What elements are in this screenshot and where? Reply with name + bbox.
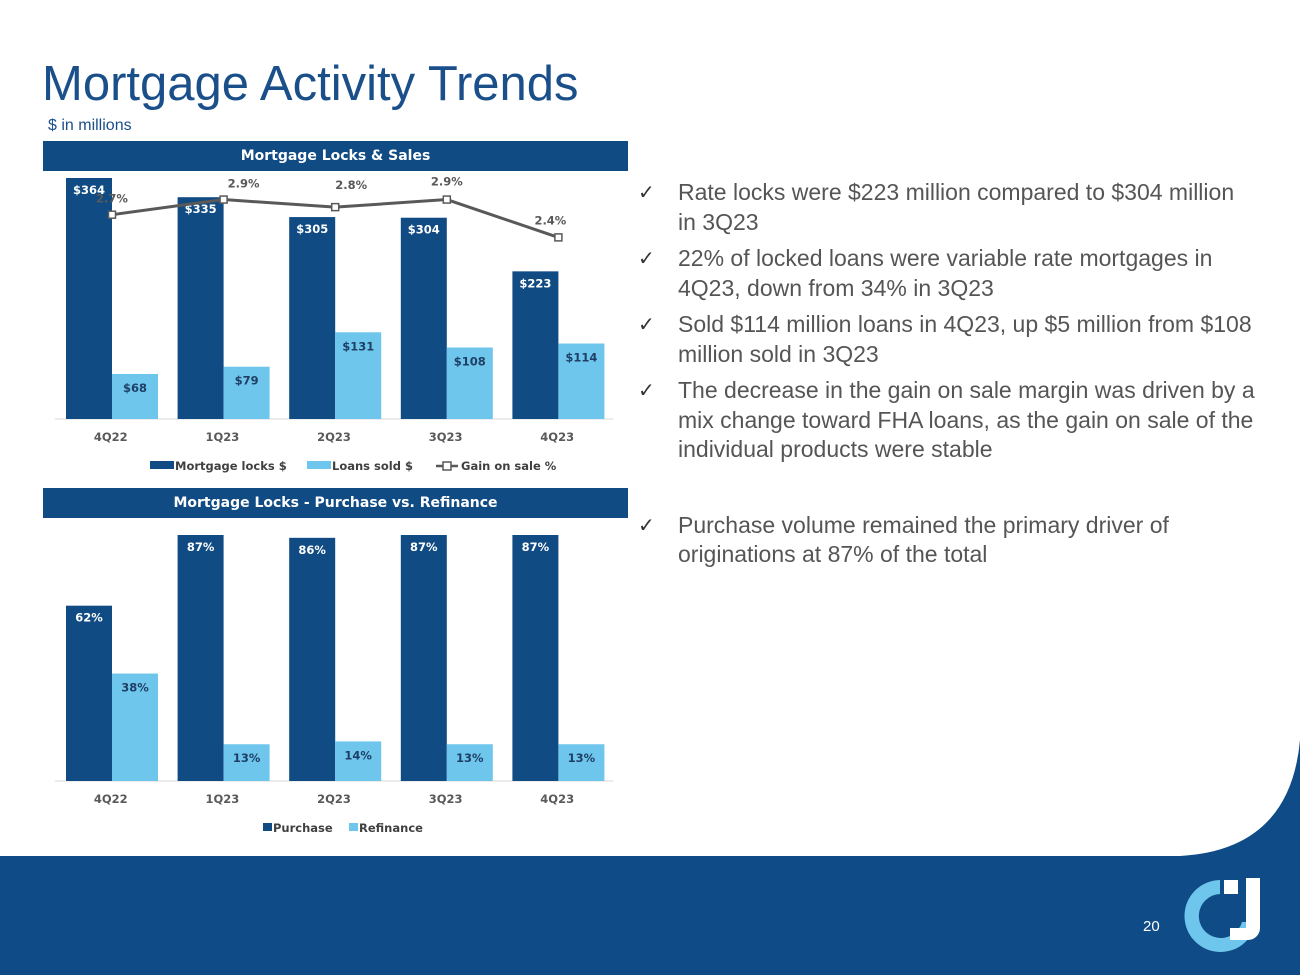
legend-swatch bbox=[263, 823, 272, 831]
data-label: 87% bbox=[187, 540, 215, 554]
bar-purchase-3Q23 bbox=[400, 535, 447, 781]
bar-loans-sold--3Q23 bbox=[446, 347, 493, 419]
legend-swatch bbox=[349, 823, 358, 831]
data-label: 13% bbox=[568, 751, 596, 765]
bar-refinance-4Q23 bbox=[558, 744, 605, 781]
bar-purchase-1Q23 bbox=[177, 535, 224, 781]
checkmark-icon: ✓ bbox=[638, 246, 655, 270]
data-label: $79 bbox=[235, 374, 259, 388]
bullet-item: ✓ Rate locks were $223 million compared t… bbox=[638, 178, 1258, 237]
bar-mortgage-locks--1Q23 bbox=[177, 197, 224, 419]
bar-loans-sold--1Q23 bbox=[223, 366, 270, 419]
gain-on-sale-label: 2.7% bbox=[96, 192, 128, 206]
bar-refinance-2Q23 bbox=[335, 741, 382, 781]
data-label: 87% bbox=[410, 540, 438, 554]
x-tick-label: 2Q23 bbox=[317, 792, 351, 806]
legend-swatch bbox=[150, 461, 174, 469]
x-tick-label: 3Q23 bbox=[429, 792, 463, 806]
data-label: $114 bbox=[565, 351, 597, 365]
chart2-header: Mortgage Locks - Purchase vs. Refinance bbox=[43, 488, 628, 518]
legend-label: Refinance bbox=[359, 821, 423, 835]
bullet-item: ✓ 22% of locked loans were variable rate … bbox=[638, 244, 1258, 303]
bar-mortgage-locks--2Q23 bbox=[289, 217, 336, 419]
x-tick-label: 3Q23 bbox=[429, 430, 463, 444]
legend-marker bbox=[442, 461, 452, 471]
data-label: $304 bbox=[408, 223, 440, 237]
bullet-text: The decrease in the gain on sale margin … bbox=[678, 377, 1255, 462]
purchase-refinance-chart: 62% 38% 4Q22 87% 13% 1Q23 86% 14% 2Q23 87% 13% 3Q23… bbox=[55, 535, 613, 835]
data-label: 13% bbox=[456, 751, 484, 765]
bullet-text: Rate locks were $223 million compared to… bbox=[678, 179, 1235, 235]
bullet-item: ✓ The decrease in the gain on sale margin… bbox=[638, 376, 1258, 465]
x-tick-label: 4Q23 bbox=[540, 430, 574, 444]
bar-loans-sold--2Q23 bbox=[335, 332, 382, 419]
data-label: 86% bbox=[298, 543, 326, 557]
bullet-item: ✓ Purchase volume remained the primary dr… bbox=[638, 511, 1258, 570]
legend-label: Purchase bbox=[273, 821, 333, 835]
bar-purchase-4Q22 bbox=[66, 605, 112, 781]
x-tick-label: 4Q22 bbox=[94, 430, 128, 444]
data-label: 13% bbox=[233, 751, 261, 765]
locks-sales-chart: $364 $68 4Q22 $335 $79 1Q23 $305 $131 2Q23 $304 $1… bbox=[55, 175, 613, 473]
page-number: 20 bbox=[1143, 918, 1160, 935]
bar-purchase-4Q23 bbox=[512, 535, 559, 781]
gain-on-sale-marker bbox=[219, 195, 228, 204]
legend-label: Loans sold $ bbox=[332, 459, 413, 473]
data-label: 62% bbox=[75, 611, 103, 625]
gain-on-sale-label: 2.8% bbox=[335, 178, 367, 192]
bar-refinance-4Q22 bbox=[112, 673, 158, 781]
bar-loans-sold--4Q23 bbox=[558, 343, 605, 419]
bar-refinance-1Q23 bbox=[223, 744, 270, 781]
bar-mortgage-locks--4Q23 bbox=[512, 271, 559, 419]
legend-label: Gain on sale % bbox=[461, 459, 557, 473]
legend-label: Mortgage locks $ bbox=[175, 459, 287, 473]
page-title: Mortgage Activity Trends bbox=[42, 57, 579, 111]
checkmark-icon: ✓ bbox=[638, 180, 655, 204]
units-subtitle: $ in millions bbox=[48, 117, 132, 134]
x-tick-label: 1Q23 bbox=[206, 792, 240, 806]
bar-loans-sold--4Q22 bbox=[112, 373, 158, 419]
bullet-text: Purchase volume remained the primary dri… bbox=[678, 511, 1169, 568]
gain-on-sale-marker bbox=[554, 233, 563, 242]
bar-purchase-2Q23 bbox=[289, 537, 336, 781]
x-tick-label: 4Q23 bbox=[540, 792, 574, 806]
legend-swatch bbox=[307, 461, 331, 469]
data-label: 87% bbox=[522, 540, 550, 554]
bar-mortgage-locks--3Q23 bbox=[400, 217, 447, 419]
bullet-text: 22% of locked loans were variable rate m… bbox=[678, 245, 1213, 301]
data-label: $108 bbox=[454, 354, 486, 368]
bullet-list: ✓ Rate locks were $223 million compared t… bbox=[638, 178, 1258, 577]
chart1-header: Mortgage Locks & Sales bbox=[43, 141, 628, 171]
gain-on-sale-label: 2.4% bbox=[534, 213, 566, 227]
data-label: $223 bbox=[519, 276, 551, 290]
x-tick-label: 2Q23 bbox=[317, 430, 351, 444]
checkmark-icon: ✓ bbox=[638, 312, 655, 336]
gain-on-sale-marker bbox=[442, 195, 452, 204]
data-label: $305 bbox=[296, 222, 328, 236]
x-tick-label: 4Q22 bbox=[94, 792, 128, 806]
bullet-item: ✓ Sold $114 million loans in 4Q23, up $5 … bbox=[638, 310, 1258, 369]
company-logo bbox=[1184, 878, 1260, 952]
gain-on-sale-marker bbox=[107, 210, 117, 219]
bar-mortgage-locks--4Q22 bbox=[66, 178, 112, 419]
checkmark-icon: ✓ bbox=[638, 512, 655, 537]
bullet-text: Sold $114 million loans in 4Q23, up $5 m… bbox=[678, 311, 1252, 367]
data-label: $68 bbox=[123, 381, 147, 395]
data-label: $364 bbox=[73, 183, 105, 197]
data-label: $335 bbox=[185, 202, 217, 216]
data-label: 38% bbox=[121, 681, 149, 695]
bar-refinance-3Q23 bbox=[446, 744, 493, 781]
data-label: 14% bbox=[344, 748, 372, 762]
gain-on-sale-label: 2.9% bbox=[228, 177, 260, 191]
checkmark-icon: ✓ bbox=[638, 378, 655, 402]
gain-on-sale-label: 2.9% bbox=[431, 175, 463, 189]
gain-on-sale-marker bbox=[330, 202, 340, 212]
data-label: $131 bbox=[342, 339, 374, 353]
x-tick-label: 1Q23 bbox=[206, 430, 240, 444]
